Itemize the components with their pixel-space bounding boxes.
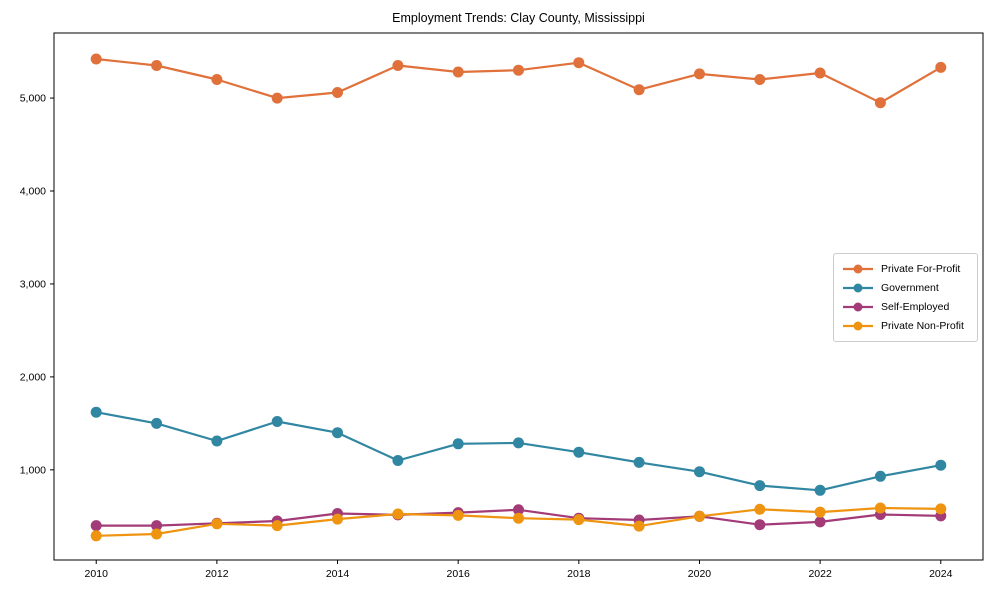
data-point-marker	[754, 503, 766, 515]
x-axis-tick-label: 2010	[85, 568, 109, 580]
data-point-marker	[452, 509, 464, 521]
data-point-marker	[332, 513, 343, 525]
legend-item: Government	[842, 278, 969, 297]
data-point-marker	[151, 60, 163, 71]
legend-line-marker-icon	[843, 321, 873, 331]
data-point-marker	[573, 446, 585, 458]
series-private-non-profit	[90, 502, 947, 542]
data-point-marker	[392, 508, 404, 520]
data-point-marker	[271, 92, 283, 104]
data-point-marker	[90, 53, 102, 65]
series-line	[95, 411, 942, 492]
data-point-marker	[452, 66, 464, 78]
data-point-marker	[814, 484, 826, 496]
series-private-for-profit	[90, 53, 947, 109]
data-point-marker	[90, 406, 102, 418]
data-point-marker	[935, 61, 947, 73]
legend-label: Government	[881, 281, 939, 294]
legend-dot	[853, 283, 863, 293]
legend-line-marker-icon	[843, 302, 873, 312]
data-point-marker	[332, 87, 343, 98]
y-axis-tick-label: 1,000	[20, 464, 46, 476]
data-point-marker	[90, 530, 102, 542]
chart-legend: Private For-Profit Government Self-Employe…	[833, 253, 978, 342]
data-point-marker	[271, 520, 283, 532]
data-point-marker	[935, 459, 947, 471]
legend-dot	[853, 321, 863, 331]
data-point-marker	[392, 60, 404, 71]
chart-title: Employment Trends: Clay County, Mississi…	[392, 11, 645, 25]
data-point-marker	[754, 74, 766, 85]
legend-dot	[853, 264, 863, 273]
data-point-marker	[814, 516, 826, 528]
legend-item: Self-Employed	[842, 298, 969, 317]
data-point-marker	[633, 520, 645, 532]
data-point-marker	[151, 417, 163, 429]
data-point-marker	[392, 455, 404, 466]
x-axis-tick-label: 2020	[688, 568, 712, 580]
x-axis-tick-label: 2016	[446, 568, 470, 580]
legend-line-marker-icon	[843, 264, 873, 273]
legend-label: Self-Employed	[881, 301, 950, 314]
data-point-marker	[513, 437, 524, 449]
x-axis-tick-label: 2014	[326, 568, 350, 580]
data-point-marker	[271, 416, 283, 427]
data-point-marker	[814, 67, 826, 79]
data-point-marker	[513, 64, 524, 76]
legend-item: Private Non-Profit	[842, 317, 969, 336]
y-axis-tick-label: 3,000	[20, 278, 46, 290]
legend-label: Private For-Profit	[881, 262, 961, 275]
data-point-marker	[694, 510, 705, 522]
data-point-marker	[874, 502, 886, 514]
x-axis-tick-label: 2012	[205, 568, 229, 580]
y-axis-tick-label: 5,000	[20, 93, 46, 105]
data-point-marker	[754, 480, 766, 492]
y-axis-tick-label: 4,000	[20, 186, 46, 198]
x-axis-tick-label: 2024	[929, 568, 953, 580]
x-axis-tick-label: 2018	[567, 568, 591, 580]
data-point-marker	[935, 503, 947, 515]
legend-item: Private For-Profit	[842, 259, 969, 278]
data-point-marker	[694, 68, 705, 80]
data-point-marker	[151, 528, 163, 540]
data-point-marker	[211, 518, 223, 530]
legend-label: Private Non-Profit	[881, 320, 964, 333]
data-point-marker	[90, 520, 102, 532]
legend-line-marker-icon	[843, 283, 873, 293]
data-point-marker	[874, 470, 886, 482]
data-point-marker	[633, 456, 645, 468]
data-point-marker	[151, 520, 163, 532]
x-axis-tick-label: 2022	[808, 568, 832, 580]
series-government	[90, 406, 947, 496]
data-point-marker	[513, 512, 524, 524]
axes-spines	[53, 32, 984, 561]
data-point-marker	[573, 57, 585, 69]
y-axis-tick-label: 2,000	[20, 371, 46, 383]
data-point-marker	[211, 74, 223, 85]
data-point-marker	[573, 514, 585, 526]
data-point-marker	[694, 466, 705, 478]
data-point-marker	[513, 504, 524, 516]
data-point-marker	[211, 435, 223, 447]
data-point-marker	[754, 519, 766, 531]
legend-dot	[853, 302, 863, 312]
data-point-marker	[814, 506, 826, 518]
data-point-marker	[452, 438, 464, 450]
data-point-marker	[633, 84, 645, 96]
data-point-marker	[874, 97, 886, 109]
data-point-marker	[332, 427, 343, 439]
